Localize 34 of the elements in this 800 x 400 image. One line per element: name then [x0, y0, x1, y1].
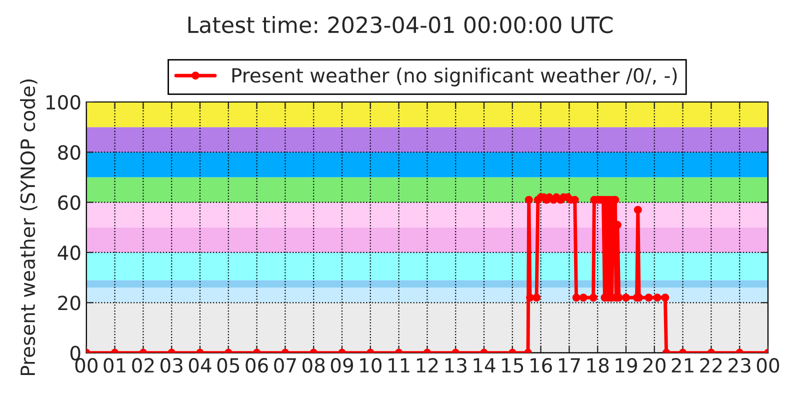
- chart-title: Latest time: 2023-04-01 00:00:00 UTC: [188, 16, 613, 34]
- x-tick-label: 08: [302, 358, 325, 373]
- x-tick-label: 10: [360, 358, 382, 373]
- legend-label: Present weather (no significant weather /0/, -): [232, 68, 677, 86]
- x-tick-label: 00: [756, 358, 780, 373]
- x-tick-label: 17: [558, 358, 580, 372]
- x-tick-label: 06: [246, 358, 268, 373]
- x-tick-label: 16: [530, 358, 552, 373]
- x-tick-label: 22: [700, 358, 722, 372]
- y-tick-label: 0: [70, 346, 80, 360]
- y-tick-label: 80: [58, 145, 80, 160]
- x-tick-label: 18: [587, 358, 609, 373]
- y-axis-title: Present weather (SYNOP code): [20, 80, 38, 376]
- x-tick-label: 02: [132, 358, 154, 373]
- x-tick-label: 14: [474, 358, 496, 372]
- y-tick-label: 60: [58, 195, 80, 210]
- y-tick-label: 20: [58, 296, 80, 310]
- x-tick-label: 15: [502, 358, 524, 373]
- x-tick-label: 00: [75, 358, 98, 373]
- x-tick-label: 11: [388, 358, 410, 372]
- x-tick-label: 23: [728, 358, 750, 373]
- x-tick-label: 12: [416, 358, 438, 372]
- x-tick-label: 13: [445, 358, 466, 373]
- x-tick-label: 05: [217, 358, 240, 373]
- x-tick-label: 04: [188, 358, 212, 373]
- x-tick-label: 03: [160, 358, 182, 373]
- x-tick-label: 07: [274, 358, 296, 373]
- y-tick-label: 100: [46, 94, 80, 110]
- y-tick-label: 40: [58, 245, 80, 260]
- x-tick-label: 20: [643, 358, 666, 373]
- x-tick-label: 21: [672, 358, 694, 372]
- x-tick-label: 19: [616, 358, 638, 373]
- x-tick-label: 09: [330, 358, 354, 373]
- x-tick-label: 01: [104, 358, 126, 373]
